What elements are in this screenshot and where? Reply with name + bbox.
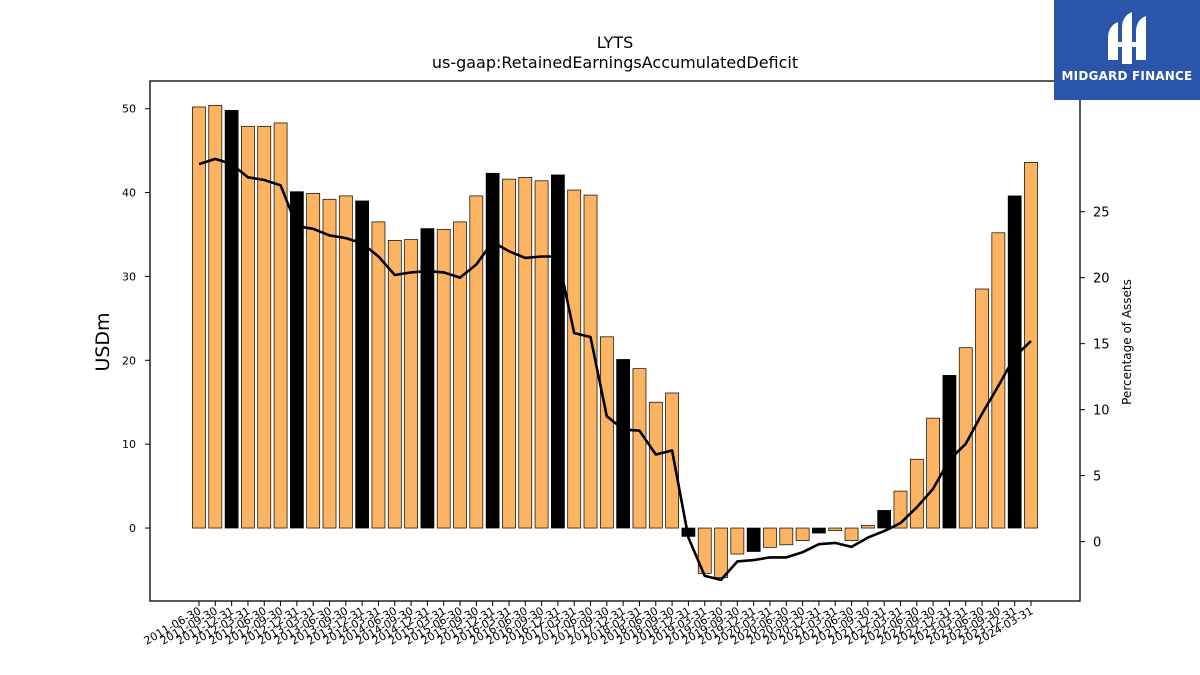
- y-axis-label: USDm: [92, 312, 114, 371]
- bar-2023-12-31: [1007, 195, 1022, 529]
- bar-2017-06-30: [583, 194, 598, 529]
- bar-2016-09-30: [534, 180, 549, 529]
- y-axis: 0 10 20 30 40 50: [122, 103, 150, 535]
- bar-2020-06-30: [779, 527, 794, 546]
- bar-2015-12-31: [485, 172, 500, 529]
- x-axis: 2011-06-302011-09-302011-12-312012-03-31…: [142, 601, 1036, 648]
- chart-subtitle: us-gaap:RetainedEarningsAccumulatedDefic…: [432, 53, 798, 72]
- bar-2021-12-31: [877, 510, 892, 529]
- bar-2013-06-30: [322, 198, 337, 529]
- y2-axis: 0 5 10 15 20 25: [1080, 206, 1110, 551]
- bar-2021-06-30: [844, 527, 859, 541]
- bar-2022-06-30: [909, 458, 924, 529]
- bar-2012-09-30: [273, 122, 288, 529]
- bar-2020-12-31: [812, 527, 826, 534]
- bar-2016-12-31: [551, 174, 565, 529]
- bar-2018-03-31: [632, 368, 647, 529]
- midgard-logo-icon: [1108, 12, 1146, 64]
- bar-2017-03-31: [567, 189, 582, 529]
- bar-2015-03-31: [436, 229, 451, 529]
- bar-2015-06-30: [453, 221, 467, 529]
- y-tick-label: 40: [122, 187, 136, 200]
- bar-2018-09-30: [665, 392, 679, 529]
- y2-tick-label: 5: [1093, 470, 1101, 485]
- bar-2011-09-30: [208, 104, 223, 529]
- bar-2022-12-31: [942, 375, 957, 529]
- bar-2023-03-31: [958, 347, 973, 529]
- bar-2015-09-30: [469, 195, 484, 529]
- bar-2018-06-30: [648, 401, 663, 529]
- bar-2013-12-31: [355, 200, 370, 529]
- y2-tick-label: 20: [1093, 272, 1110, 287]
- bar-2014-12-31: [420, 228, 435, 529]
- y2-axis-label: Percentage of Assets: [1120, 279, 1134, 405]
- bar-2017-12-31: [616, 359, 631, 529]
- y-tick-label: 50: [122, 103, 136, 116]
- midgard-finance-logo: MIDGARD FINANCE: [1054, 0, 1200, 100]
- trend-line-layer: [198, 157, 1032, 582]
- bar-2019-12-31: [746, 527, 761, 552]
- bar-2020-03-31: [763, 527, 777, 548]
- plot-frame: [149, 80, 1081, 602]
- bar-2024-03-31: [1024, 162, 1038, 529]
- bar-2011-06-30: [192, 106, 206, 529]
- bar-2012-06-30: [257, 125, 272, 529]
- bar-2014-09-30: [404, 239, 418, 529]
- bar-2013-09-30: [338, 195, 353, 529]
- percentage-of-assets-line: [198, 157, 1032, 582]
- bar-2019-09-30: [730, 527, 745, 555]
- y-tick-label: 10: [122, 438, 136, 451]
- bar-2014-03-31: [371, 221, 386, 529]
- y-tick-label: 20: [122, 354, 136, 367]
- y2-tick-label: 15: [1093, 338, 1110, 353]
- bar-2016-03-31: [502, 178, 516, 529]
- y2-tick-label: 0: [1093, 536, 1101, 551]
- bar-2012-12-31: [290, 191, 304, 529]
- y-tick-label: 0: [129, 522, 136, 535]
- y2-tick-label: 10: [1093, 404, 1110, 419]
- bar-2022-09-30: [926, 417, 940, 529]
- y2-tick-label: 25: [1093, 206, 1110, 221]
- bar-2014-06-30: [387, 240, 402, 529]
- bar-2011-12-31: [224, 110, 239, 529]
- bar-2021-03-31: [828, 527, 843, 531]
- bar-2021-09-30: [860, 525, 875, 529]
- bar-2019-06-30: [714, 527, 728, 578]
- bar-2012-03-31: [241, 125, 255, 529]
- bar-2016-06-30: [518, 177, 533, 529]
- bar-2023-09-30: [991, 232, 1006, 529]
- bars-layer: [192, 104, 1038, 578]
- bar-2023-06-30: [975, 288, 989, 529]
- chart-title: LYTS: [597, 33, 634, 52]
- bar-2017-09-30: [599, 336, 614, 529]
- bar-2020-09-30: [795, 527, 810, 541]
- y-tick-label: 30: [122, 270, 136, 283]
- logo-wordmark: MIDGARD FINANCE: [1061, 69, 1193, 83]
- bar-2013-03-31: [306, 193, 321, 529]
